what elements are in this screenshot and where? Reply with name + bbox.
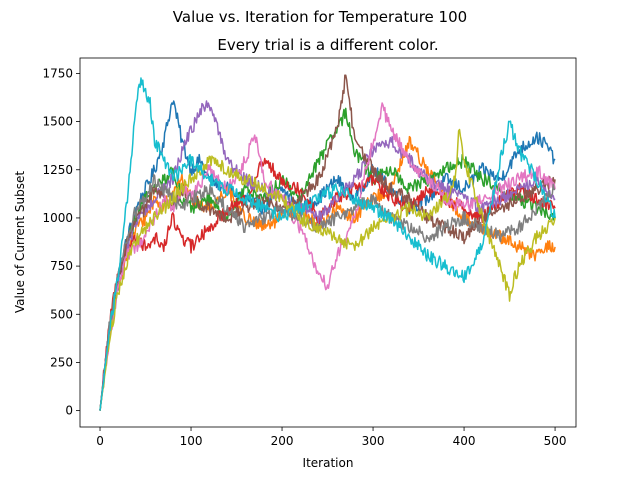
- x-tick-label: 0: [96, 434, 104, 448]
- y-tick-label: 1000: [42, 211, 73, 225]
- x-tick-label: 400: [453, 434, 476, 448]
- x-axis: 0 100 200 300 400 500: [96, 427, 567, 448]
- series-group: [99, 74, 556, 411]
- y-tick-label: 1500: [42, 115, 73, 129]
- x-tick-label: 200: [271, 434, 294, 448]
- x-tick-label: 300: [362, 434, 385, 448]
- plot-frame: [79, 57, 577, 428]
- series-line-3: [99, 107, 556, 411]
- y-tick-label: 1250: [42, 163, 73, 177]
- x-axis-label: Iteration: [303, 456, 354, 470]
- series-line-8: [99, 173, 556, 411]
- y-axis-label: Value of Current Subset: [13, 171, 27, 314]
- y-tick-label: 500: [50, 307, 73, 321]
- y-tick-label: 0: [65, 404, 73, 418]
- y-tick-label: 1750: [42, 66, 73, 80]
- x-tick-label: 500: [544, 434, 567, 448]
- series-line-10: [99, 77, 556, 411]
- chart-title: Every trial is a different color.: [217, 36, 438, 54]
- plot-background: [80, 58, 576, 427]
- figure-suptitle: Value vs. Iteration for Temperature 100: [173, 8, 467, 26]
- plot-area: [79, 57, 577, 428]
- x-tick-label: 100: [180, 434, 203, 448]
- series-line-9: [99, 128, 556, 411]
- y-tick-label: 250: [50, 355, 73, 369]
- y-axis: 0 250 500 750 1000 1250 1500 1750: [42, 66, 80, 418]
- y-tick-label: 750: [50, 259, 73, 273]
